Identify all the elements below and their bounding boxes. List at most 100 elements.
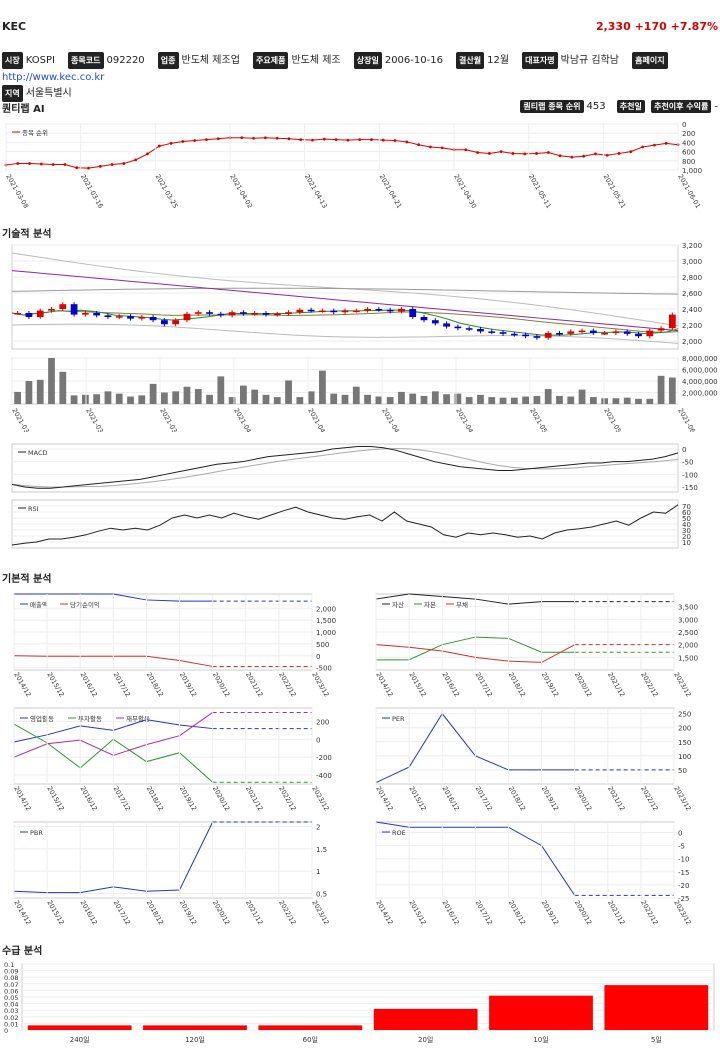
x-tick-label: 2018/12 [507,785,527,812]
x-tick-label: 2021/12 [244,671,264,698]
x-tick-label: 2016/12 [440,785,460,812]
volume-bar [398,391,405,404]
x-tick-label: 2014/12 [12,899,32,926]
rank-point [653,143,656,147]
volume-bar [307,391,315,404]
x-tick-label: 2021-04-21 [380,407,406,432]
candle-body [567,331,575,334]
volume-bar [544,389,552,404]
rank-point [205,138,208,142]
x-tick-label: 2016/12 [440,671,460,698]
volume-bar [612,398,620,404]
x-tick-label: 2021-05-11 [527,173,553,210]
candle-body [612,331,620,333]
legend-label: 재무활동 [126,714,150,723]
y-tick-label: 2,200 [682,322,702,330]
x-tick-label: 2022/12 [277,671,297,698]
rank-point [216,137,220,141]
y-tick-label: 200 [682,130,695,138]
rank-point [346,138,350,142]
candle-body [488,331,496,333]
candle-body [499,332,507,334]
bollinger-lower [11,323,679,344]
volume-bar [104,391,112,404]
y-tick-label: -400 [316,772,332,780]
x-tick-label: 2023/12 [310,785,330,812]
volume-bar [25,381,33,404]
rank-point [157,144,161,148]
tag-market: 시장 [2,52,23,69]
candle-body [657,328,665,331]
volume-bar [375,396,383,404]
candle-body [161,320,168,325]
legend-label: 당기순이익 [70,600,100,609]
volume-bar [161,392,168,404]
y-tick-label: -15 [678,869,689,877]
y-tick-label: 1.5 [316,846,327,854]
x-tick-label: 2021-03-16 [84,407,110,432]
x-tick-label: 2021/12 [606,785,626,812]
x-tick-label: 2014/12 [12,671,32,698]
candle-body [319,310,326,313]
rank-point [299,138,303,142]
x-tick-label: 2018/12 [145,785,165,812]
volume-bar [352,386,360,404]
ma-120 [11,287,679,295]
x-tick-label: 2021-05-21 [602,407,628,432]
volume-bar [510,397,518,404]
y-tick-label: 0.05 [4,994,18,1002]
rank-label: 퀀티랩 종목 순위 [520,100,584,113]
rank-point [87,166,90,170]
candle-body [477,329,484,332]
candle-body [138,317,146,319]
info-bar: 시장 KOSPI 종목코드 092220 업종 반도체 제조업 주요제품 반도체 제조 … [2,52,718,102]
x-tick-label: 2017/12 [112,899,132,926]
x-tick-label: 2017/12 [474,671,494,698]
rank-value: 453 [586,101,606,112]
candle-body [544,333,552,338]
rank-point [334,138,338,142]
plot-frame [375,707,675,785]
x-tick-label: 2016/12 [78,671,98,698]
region-value: 서울특별시 [25,88,72,99]
rank-point [252,136,255,140]
y-tick-label: 0.5 [316,891,327,899]
volume-bar [228,397,236,404]
y-tick-label: 0.01 [4,1020,18,1028]
industry-value: 반도체 제조업 [181,55,240,66]
rank-point [629,150,633,153]
x-tick-label: 2021/12 [244,899,264,926]
y-tick-label: 0 [4,1027,8,1035]
candle-body [330,310,338,313]
x-tick-label: 2021-04-30 [452,173,478,210]
y-tick-label: -50 [682,459,693,467]
y-tick-label: 3,000 [678,616,698,624]
volume-bar [127,396,134,404]
x-tick-label: 2023/12 [672,671,692,698]
plot-frame [375,821,675,899]
y-tick-label: 2,000 [316,605,336,613]
tag-product: 주요제품 [253,52,289,69]
volume-bar [149,383,157,404]
x-tick-label: 2017/12 [474,785,494,812]
volume-bar [623,397,631,404]
y-tick-label: 0.07 [4,981,18,989]
volume-bar [330,393,338,404]
supply-bar [373,1008,478,1030]
volume-bar [93,394,101,404]
candle-body [556,333,563,335]
y-tick-label: 0 [682,122,686,129]
homepage-link[interactable]: http://www.kec.co.kr [2,72,105,83]
y-tick-label: 0.09 [4,968,18,976]
rank-point [169,141,173,145]
rank-point [535,152,538,155]
volume-bar [454,393,462,404]
supply-bar [258,1025,363,1030]
volume-bar [635,398,642,404]
volume-bar [477,394,484,404]
volume-bar [443,394,450,404]
rank-point [546,151,550,154]
volume-bar [657,375,665,404]
x-tick-label: 240일 [70,1035,90,1044]
